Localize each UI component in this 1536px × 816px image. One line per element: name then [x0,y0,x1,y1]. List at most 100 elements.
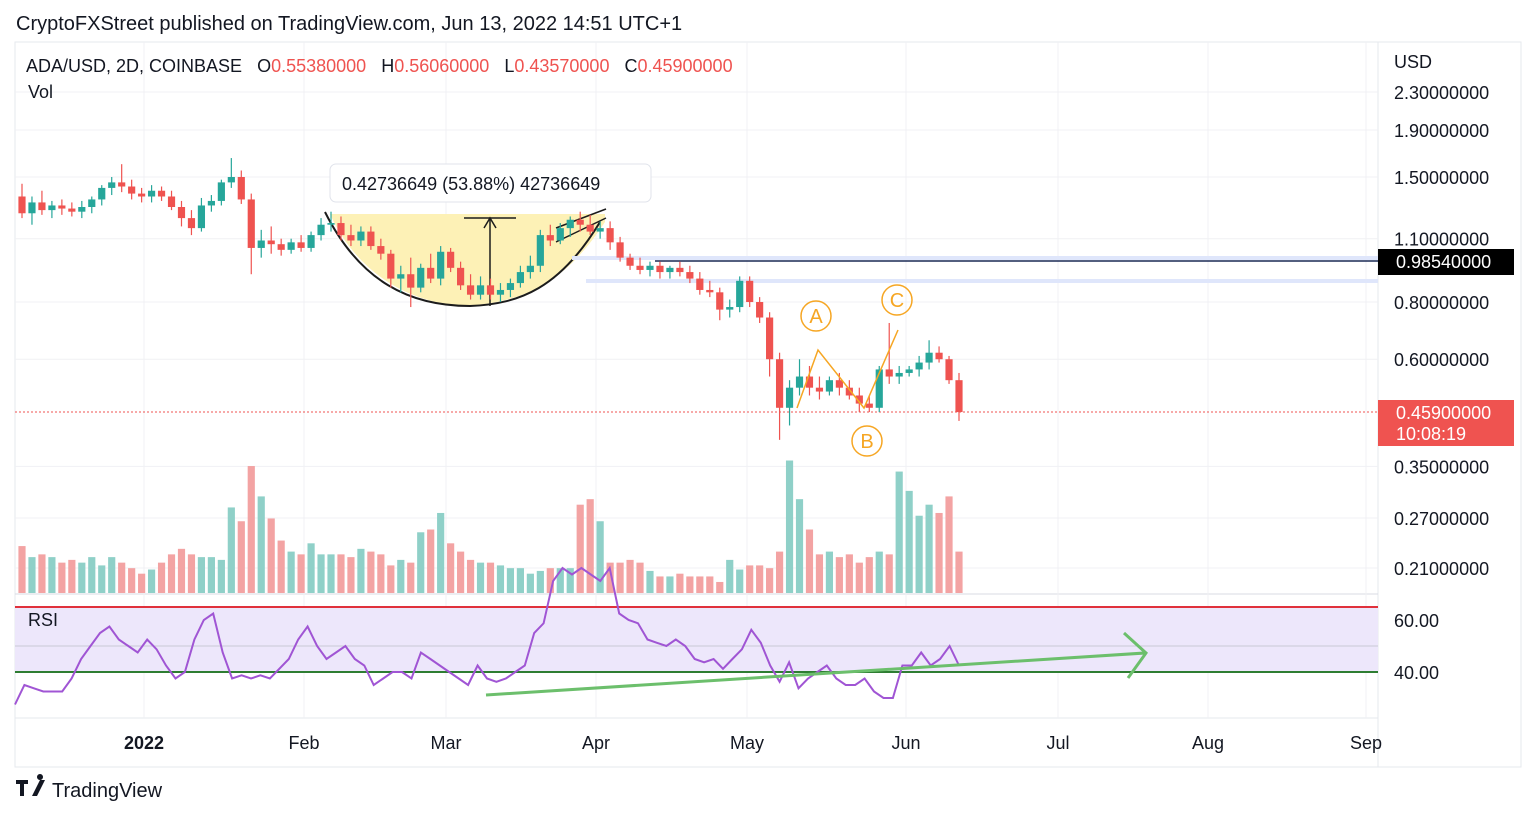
cup-handle-upper [555,208,607,229]
time-axis-label: Feb [288,733,319,753]
volume-bar [746,565,754,593]
volume-bar [317,554,325,593]
volume-bar [287,551,295,593]
candle [167,190,176,211]
candle [337,216,345,241]
candle [297,235,305,252]
volume-bar [247,466,255,593]
time-axis-label: 2022 [124,733,164,753]
volume-bar [78,562,86,593]
candle [606,221,614,250]
price-axis[interactable]: USD 2.30000000 1.90000000 1.50000000 1.1000… [1394,52,1489,579]
svg-text:B: B [860,431,873,453]
candle [596,221,604,239]
candle [147,185,156,203]
candle [536,229,544,273]
volume-bar [307,543,315,593]
volume-bar [626,559,634,593]
volume-bar [586,499,594,593]
rsi-line [14,565,960,705]
candle [177,200,186,227]
candle [267,226,275,254]
support-band-lower [586,279,1378,283]
wave-zigzag [796,329,899,410]
resistance-band-upper [572,256,1378,260]
candle [586,214,594,236]
volume-bar [706,576,714,593]
volume-bar [118,562,126,593]
volume-bar [476,562,485,593]
price-axis-label: 1.90000000 [1394,121,1489,141]
cup-pattern [324,208,607,308]
volume-bar [367,551,375,593]
price-axis-label: 0.80000000 [1394,293,1489,313]
wave-label-a: A [800,300,832,332]
time-axis-label: Apr [582,733,610,753]
candle [48,200,56,219]
high-value: 0.56060000 [394,56,489,76]
volume-bar [207,557,215,593]
candle [865,395,873,413]
volume-bar [128,568,136,593]
candle [357,226,365,247]
candle [915,355,923,377]
time-axis-label: Jun [891,733,920,753]
candle [706,280,714,298]
svg-text:0.45900000: 0.45900000 [1396,403,1491,423]
volume-bar [716,581,724,593]
volume-bar [457,551,465,593]
volume-bar [726,559,734,593]
symbol: ADA/USD, 2D, COINBASE [26,56,242,76]
rsi-trendline [485,651,1146,697]
candle [457,261,465,290]
candle [646,261,654,277]
candle [666,265,674,279]
currency-label: USD [1394,52,1432,72]
candle [895,365,903,384]
candle [516,265,524,288]
volume-bar [566,568,574,593]
volume-bar [556,568,564,593]
candle [18,183,26,219]
candle [935,346,943,363]
volume-bar [576,504,584,593]
volume-bar [397,559,405,593]
candle [227,158,235,188]
volume-bar [526,573,534,593]
cup-depth-arrow [483,216,497,229]
volume-bar [217,559,225,593]
candle [427,253,435,284]
candle [387,249,395,288]
close-value: 0.45900000 [637,56,732,76]
candle [447,247,455,273]
candle [28,196,36,225]
volume-bar [58,562,66,593]
volume-bar [506,568,515,593]
volume-bar [28,557,36,593]
time-axis[interactable]: 2022 Feb Mar Apr May Jun Jul Aug Sep [124,733,1382,753]
candle [676,261,684,277]
wave-label-b: B [851,425,883,457]
volume-bar [825,551,834,593]
tradingview-logo[interactable]: TradingView [16,774,163,802]
volume-bar [915,515,923,593]
candle [636,257,644,275]
candle [437,246,445,286]
candle [925,340,933,370]
candle [317,218,325,241]
candle [78,200,86,219]
volume-bar [197,557,206,593]
candle [217,179,225,206]
volume-bar [327,554,335,593]
candle [905,365,913,377]
candle [746,276,754,308]
candle [775,352,784,440]
volume-bar [157,562,166,593]
candle [766,312,774,377]
candle [496,283,505,303]
candle [377,238,385,260]
volume-bar [68,559,76,593]
candle [566,216,574,237]
candle [327,211,335,232]
